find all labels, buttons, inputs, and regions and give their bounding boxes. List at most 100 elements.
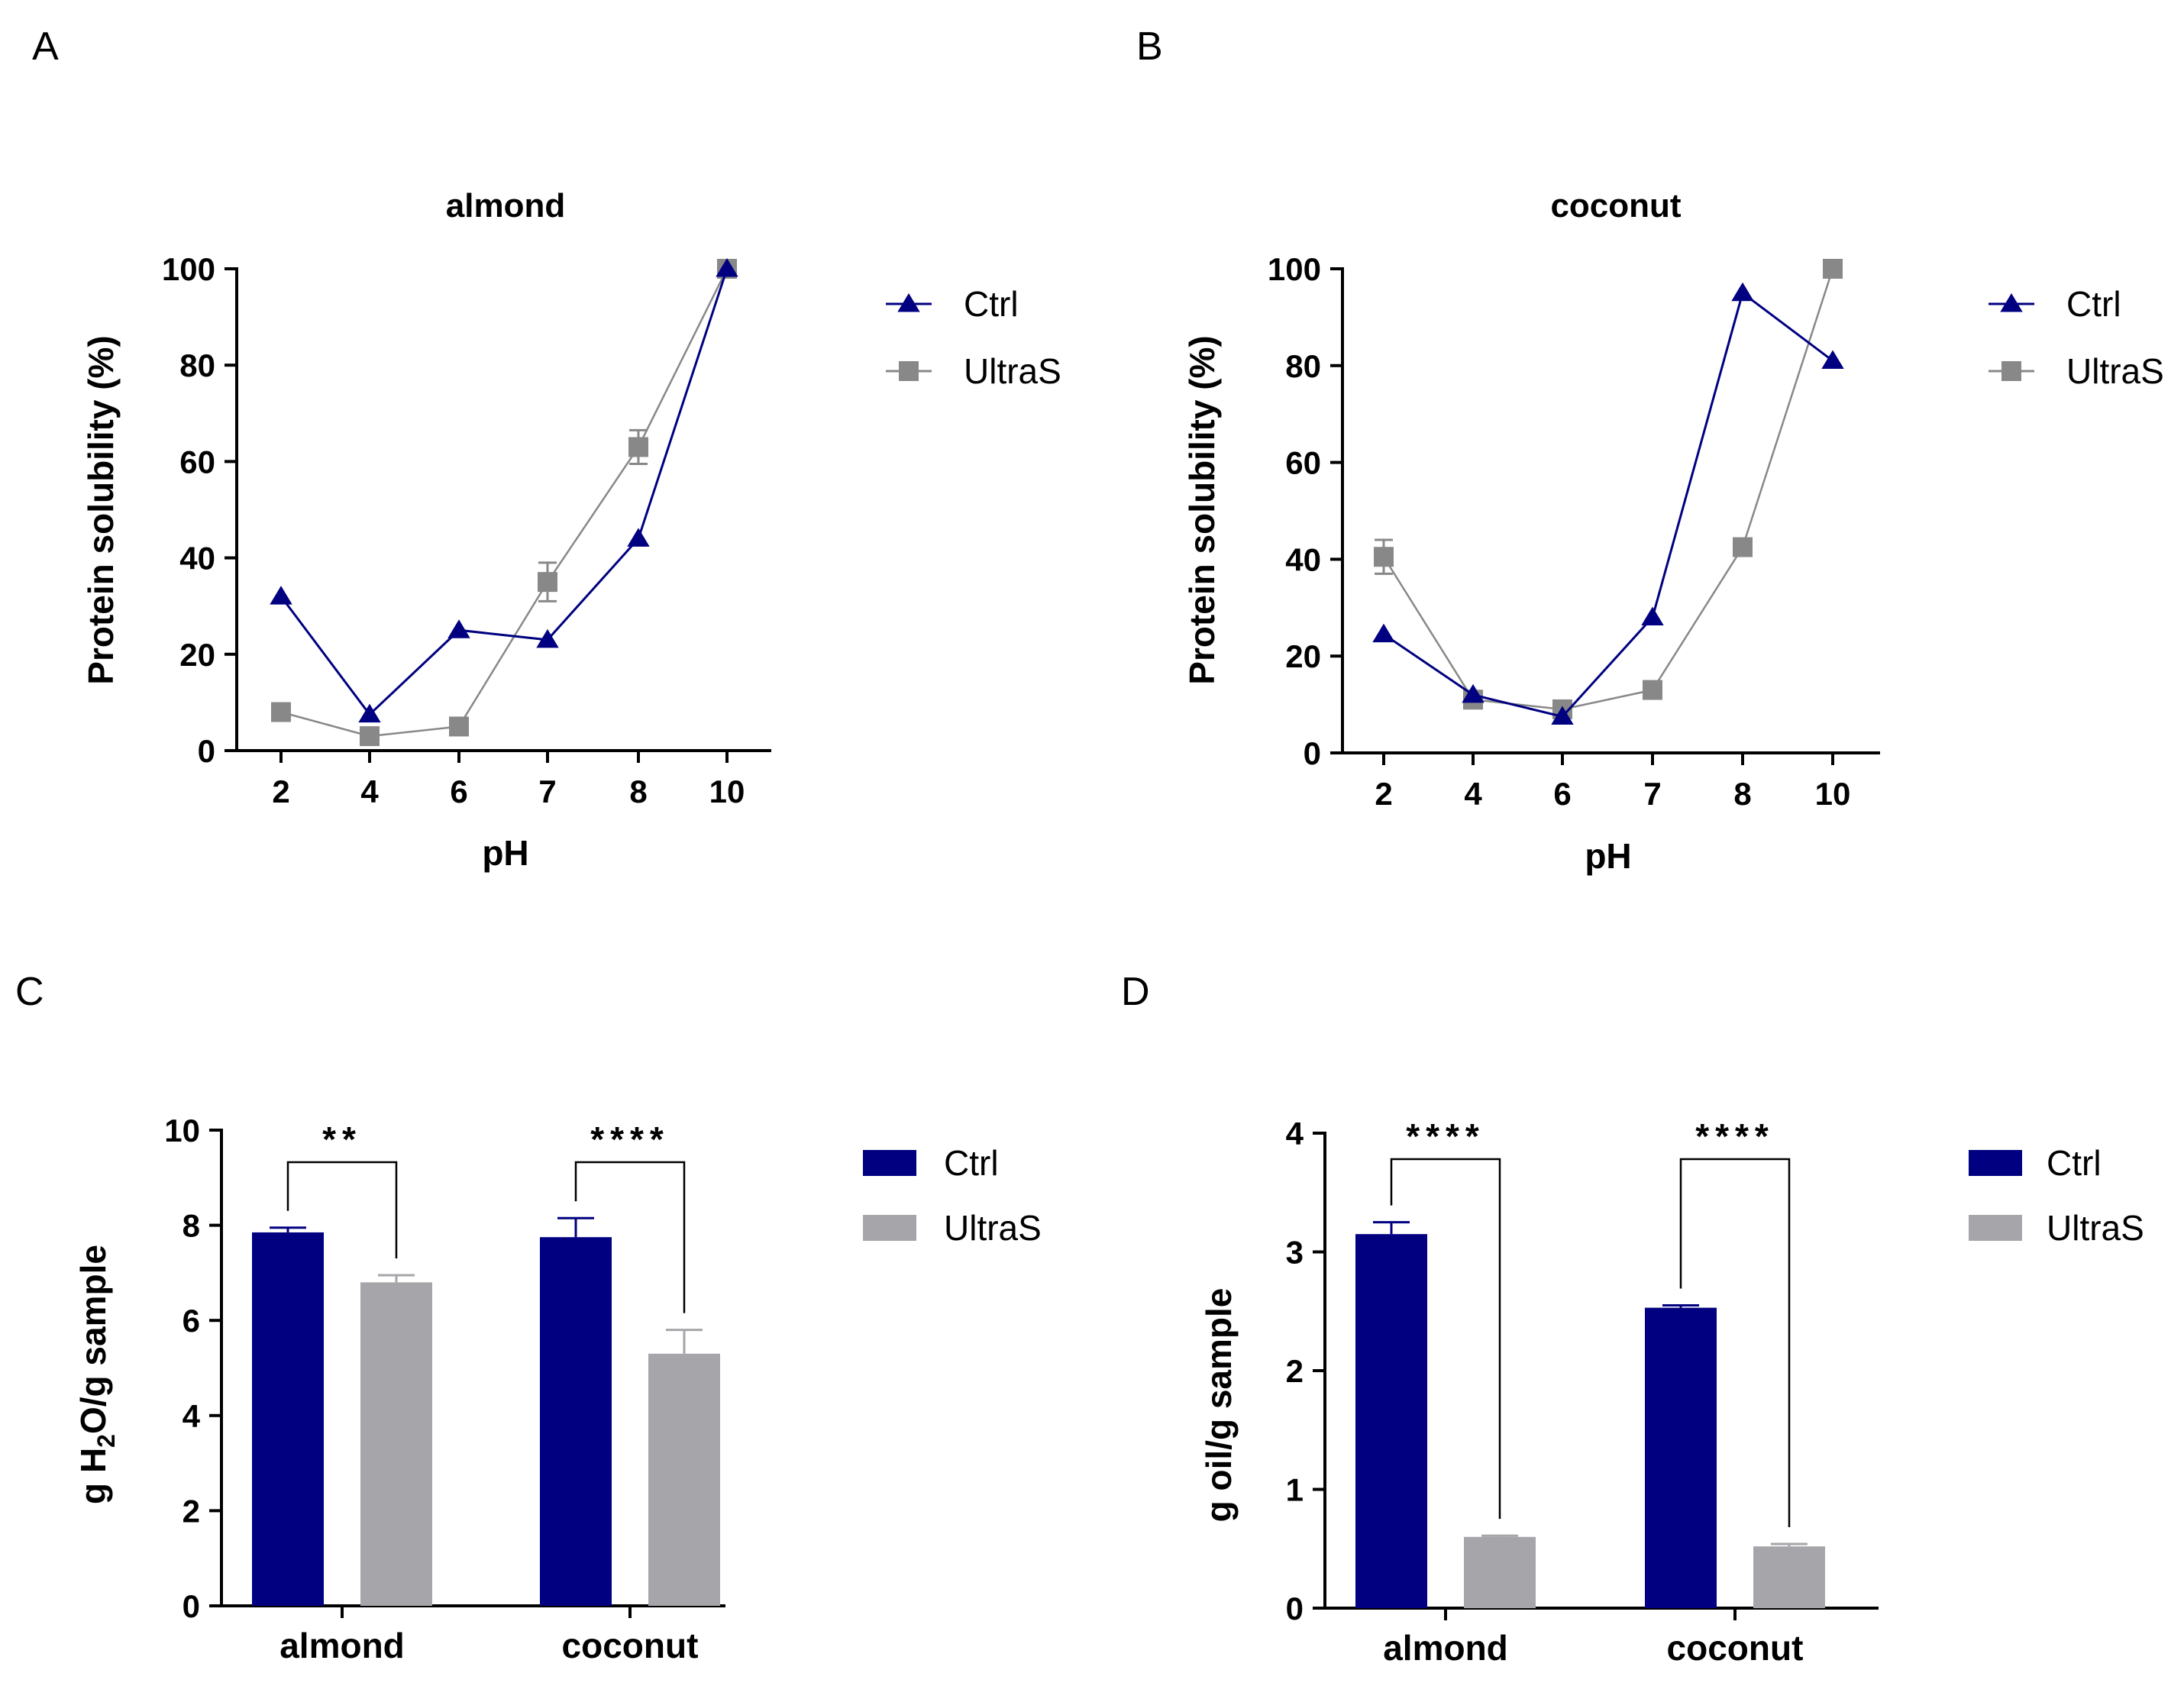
data-point-ctrl <box>447 619 470 638</box>
legend-label-ctrl: Ctrl <box>944 1143 999 1183</box>
x-tick-label: 8 <box>629 774 647 809</box>
panel-d: D g oil/g sample 0 1 2 3 4 almond **** coconut *… <box>1121 970 2144 1668</box>
significance-label: **** <box>590 1119 670 1159</box>
bar-ctrl <box>1645 1307 1717 1608</box>
legend-d: Ctrl UltraS <box>1969 1143 2144 1248</box>
y-tick-label: 2 <box>1286 1353 1304 1389</box>
bar-ctrl <box>252 1232 324 1606</box>
data-point-ctrl <box>1551 706 1574 725</box>
y-axis-label-c: g H2O/g sample <box>73 1245 120 1504</box>
plot-area-a: 0 20 40 60 80 100 2 4 6 7 8 10 <box>162 251 771 809</box>
y-tick-label: 60 <box>1285 445 1321 481</box>
data-point-ultras <box>1374 547 1394 567</box>
bar-ultras <box>360 1282 432 1606</box>
y-tick-label: 4 <box>1286 1116 1304 1152</box>
y-tick-label: 10 <box>164 1113 200 1148</box>
y-tick-label: 4 <box>183 1398 201 1434</box>
y-tick-label: 0 <box>198 733 215 769</box>
legend-swatch-ultras <box>863 1215 916 1241</box>
series-line-ultras <box>1382 268 1834 711</box>
y-axis-label-c-subscript: 2 <box>92 1434 120 1448</box>
data-point-ultras <box>1733 537 1753 557</box>
data-point-ctrl <box>536 628 559 648</box>
data-point-ultras <box>1823 259 1843 279</box>
legend-b: Ctrl UltraS <box>1989 284 2164 391</box>
bar-ctrl <box>540 1237 612 1606</box>
plot-area-b: 0 20 40 60 80 100 2 4 6 7 8 10 <box>1268 251 1880 812</box>
y-axis-label-c-part1: g H <box>73 1448 113 1504</box>
series-line-ctrl <box>279 268 729 716</box>
y-tick-label: 100 <box>162 251 215 287</box>
x-axis-label-a: pH <box>482 833 528 873</box>
x-tick-label: 10 <box>1815 776 1851 812</box>
y-tick-label: 2 <box>183 1493 200 1529</box>
y-tick-label: 40 <box>179 541 215 577</box>
legend-marker-ctrl <box>897 293 920 312</box>
data-point-ctrl <box>627 528 650 547</box>
bar-ctrl <box>1355 1234 1427 1608</box>
data-point-ctrl <box>1372 623 1395 643</box>
legend-label-ctrl: Ctrl <box>2066 284 2121 324</box>
y-tick-label: 20 <box>179 637 215 673</box>
x-tick-label: 8 <box>1733 776 1751 812</box>
x-tick-label: 7 <box>538 774 556 809</box>
panel-label-a: A <box>32 24 59 69</box>
data-point-ctrl <box>1731 282 1754 302</box>
y-tick-label: 3 <box>1286 1235 1304 1271</box>
panel-label-c: C <box>15 970 44 1014</box>
y-tick-label: 0 <box>183 1588 200 1624</box>
legend-swatch-ultras <box>1969 1215 2022 1241</box>
x-tick-label: coconut <box>562 1626 699 1665</box>
legend-label-ultras: UltraS <box>2066 351 2164 391</box>
legend-label-ctrl: Ctrl <box>964 284 1019 324</box>
data-point-ctrl <box>1821 350 1844 369</box>
panel-b: B coconut pH Protein solubility (%) 0 20 4… <box>1136 24 2164 876</box>
x-tick-label: almond <box>279 1626 405 1665</box>
legend-marker-ctrl <box>2000 293 2023 312</box>
data-point-ctrl <box>1641 606 1664 625</box>
y-tick-label: 100 <box>1268 251 1321 287</box>
panel-label-b: B <box>1136 24 1163 69</box>
y-tick-label: 40 <box>1285 541 1321 577</box>
x-tick-label: 4 <box>360 774 379 809</box>
y-axis-label-a: Protein solubility (%) <box>81 335 121 684</box>
y-tick-label: 80 <box>179 347 215 383</box>
x-tick-label: 7 <box>1643 776 1661 812</box>
data-point-ctrl <box>716 258 738 277</box>
legend-label-ctrl: Ctrl <box>2047 1143 2102 1183</box>
y-tick-label: 8 <box>183 1208 200 1244</box>
legend-a: Ctrl UltraS <box>886 284 1061 391</box>
plot-area-d: 0 1 2 3 4 almond **** coconut **** <box>1286 1116 1879 1668</box>
y-tick-label: 0 <box>1304 735 1321 771</box>
legend-swatch-ctrl <box>863 1150 916 1176</box>
data-point-ultras <box>271 702 291 722</box>
legend-swatch-ctrl <box>1969 1150 2022 1176</box>
x-tick-label: 2 <box>1375 776 1392 812</box>
panel-c: C g H2O/g sample 0246810almond**coconut*… <box>15 970 1042 1665</box>
x-axis-label-b: pH <box>1585 836 1631 876</box>
y-tick-label: 1 <box>1286 1472 1304 1508</box>
chart-title-b: coconut <box>1550 187 1681 224</box>
legend-label-ultras: UltraS <box>2047 1208 2144 1248</box>
data-point-ultras <box>538 572 557 593</box>
bar-ultras <box>1753 1546 1825 1608</box>
x-tick-label: almond <box>1383 1628 1508 1668</box>
y-tick-label: 6 <box>183 1303 200 1339</box>
data-point-ultras <box>1643 680 1662 700</box>
y-axis-label-c-part2: O/g sample <box>73 1245 113 1434</box>
significance-bracket <box>286 1161 398 1259</box>
legend-label-ultras: UltraS <box>944 1208 1042 1248</box>
legend-label-ultras: UltraS <box>964 351 1061 391</box>
data-point-ctrl <box>358 703 381 723</box>
plot-area-c: 0 2 4 6 8 10 almond ** coconut **** <box>164 1113 725 1665</box>
significance-label: ** <box>322 1119 362 1159</box>
legend-c: Ctrl UltraS <box>863 1143 1042 1248</box>
x-tick-label: 10 <box>709 774 745 809</box>
data-point-ultras <box>628 437 648 457</box>
y-tick-label: 80 <box>1285 348 1321 384</box>
significance-label: **** <box>1406 1116 1485 1156</box>
data-point-ultras <box>360 726 380 747</box>
x-tick-label: 6 <box>1553 776 1571 812</box>
bar-ultras <box>648 1353 720 1606</box>
chart-title-a: almond <box>446 187 565 224</box>
